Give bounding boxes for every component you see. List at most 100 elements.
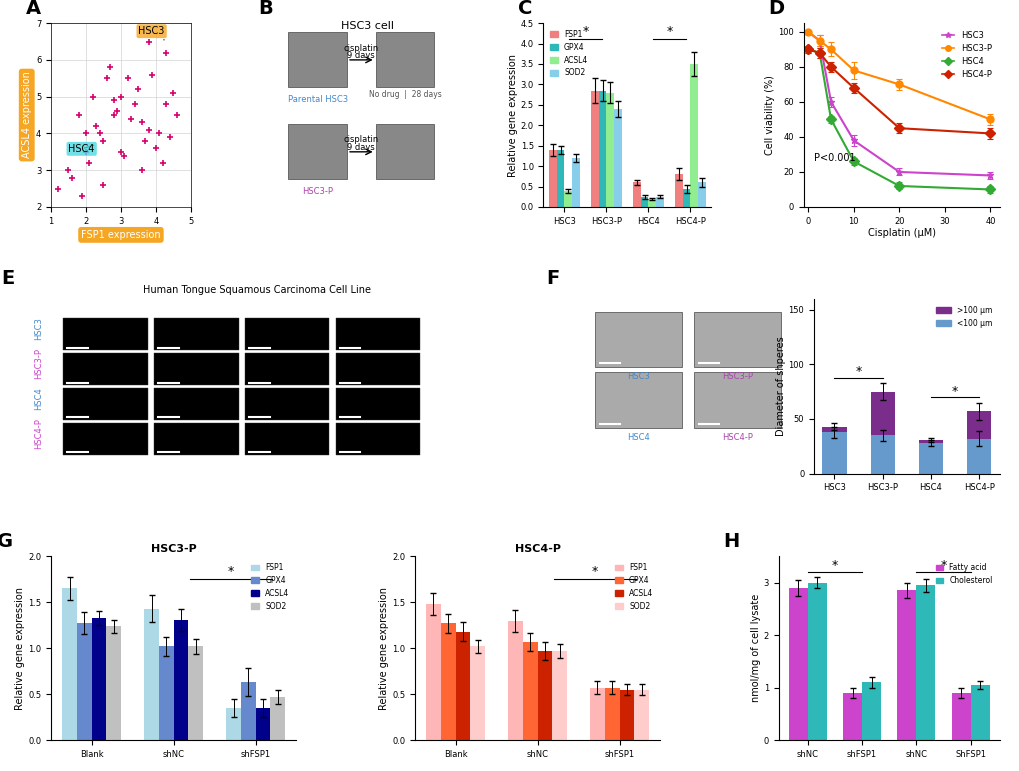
Point — [113, 146, 129, 158]
Bar — [918, 443, 942, 473]
Bar — [62, 588, 76, 740]
Bar — [76, 624, 92, 740]
Point — [102, 61, 118, 73]
Title: HSC3-P: HSC3-P — [151, 544, 197, 554]
Point — [60, 164, 76, 177]
Bar — [606, 93, 613, 207]
Bar — [807, 583, 826, 740]
FancyBboxPatch shape — [154, 318, 238, 350]
Bar — [918, 439, 942, 443]
Point — [74, 190, 91, 202]
Bar — [507, 621, 523, 740]
Point — [162, 131, 178, 143]
Text: HSC3-P: HSC3-P — [721, 372, 752, 382]
Bar — [591, 90, 598, 207]
FancyBboxPatch shape — [694, 372, 781, 428]
FancyBboxPatch shape — [154, 353, 238, 386]
Point — [144, 69, 160, 81]
Bar — [788, 588, 807, 740]
Text: E: E — [1, 269, 14, 288]
Bar — [551, 651, 567, 740]
Text: ACSL4: ACSL4 — [182, 305, 210, 315]
Point — [165, 87, 181, 99]
Bar — [915, 585, 934, 740]
FancyBboxPatch shape — [154, 388, 238, 420]
FancyBboxPatch shape — [375, 32, 434, 87]
Bar — [951, 693, 970, 740]
Text: cisplatin: cisplatin — [343, 136, 379, 144]
Text: *: * — [591, 564, 597, 577]
Bar — [604, 688, 619, 740]
Bar — [523, 641, 537, 740]
FancyBboxPatch shape — [245, 388, 329, 420]
Text: *: * — [227, 564, 234, 577]
Y-axis label: nmol/mg of cell lysate: nmol/mg of cell lysate — [750, 594, 760, 702]
Text: cisplatin: cisplatin — [343, 43, 379, 52]
Point — [106, 94, 122, 106]
Bar — [426, 604, 440, 740]
Text: No drug  |  28 days: No drug | 28 days — [368, 89, 441, 99]
Legend: FSP1, GPX4, ACSL4, SOD2: FSP1, GPX4, ACSL4, SOD2 — [611, 560, 656, 614]
Legend: FSP1, GPX4, ACSL4, SOD2: FSP1, GPX4, ACSL4, SOD2 — [547, 27, 591, 80]
Y-axis label: Relative gene expression: Relative gene expression — [15, 587, 25, 710]
Bar — [870, 392, 894, 436]
Point — [109, 105, 125, 117]
FancyBboxPatch shape — [245, 423, 329, 455]
X-axis label: FSP1 expression: FSP1 expression — [82, 230, 161, 240]
Point — [99, 72, 115, 85]
FancyBboxPatch shape — [288, 32, 346, 87]
Point — [133, 164, 150, 177]
Text: *: * — [940, 560, 946, 572]
Bar — [549, 150, 556, 207]
Text: 9 days: 9 days — [347, 143, 375, 152]
Bar — [564, 190, 572, 207]
Point — [141, 35, 157, 48]
Bar — [92, 618, 106, 740]
Bar — [106, 626, 121, 740]
Text: HSC3-P: HSC3-P — [34, 348, 43, 379]
Bar — [256, 708, 270, 740]
Bar — [159, 646, 173, 740]
Text: HSC4-P: HSC4-P — [721, 433, 752, 442]
Point — [92, 127, 108, 140]
FancyBboxPatch shape — [694, 311, 781, 367]
Title: HSC4-P: HSC4-P — [514, 544, 560, 554]
Text: A: A — [25, 0, 41, 18]
Bar — [634, 689, 648, 740]
Bar — [697, 183, 705, 207]
Legend: HSC3, HSC3-P, HSC4, HSC4-P: HSC3, HSC3-P, HSC4, HSC4-P — [937, 27, 995, 82]
Text: HSC3: HSC3 — [139, 26, 165, 40]
FancyBboxPatch shape — [595, 372, 682, 428]
Point — [138, 135, 154, 147]
Text: HSC3: HSC3 — [627, 372, 649, 382]
Text: C: C — [518, 0, 532, 18]
Text: HSC4: HSC4 — [68, 144, 95, 154]
Point — [151, 127, 167, 140]
Point — [133, 116, 150, 129]
Bar — [648, 199, 655, 207]
Bar — [189, 646, 203, 740]
FancyBboxPatch shape — [63, 353, 148, 386]
Bar — [675, 174, 682, 207]
Bar — [455, 631, 470, 740]
Text: B: B — [258, 0, 272, 18]
Bar — [690, 64, 697, 207]
Point — [158, 46, 174, 59]
X-axis label: Cisplatin (μM): Cisplatin (μM) — [867, 228, 934, 238]
Point — [77, 146, 94, 158]
Text: F: F — [545, 269, 558, 288]
Bar — [613, 109, 621, 207]
Point — [123, 113, 140, 125]
Bar — [970, 685, 988, 740]
Bar — [173, 620, 189, 740]
Bar — [821, 426, 846, 432]
Text: Parental HSC3: Parental HSC3 — [287, 95, 347, 104]
Point — [82, 157, 98, 169]
Point — [126, 98, 143, 110]
Text: HSC3-P: HSC3-P — [302, 187, 333, 196]
Text: HSC4: HSC4 — [627, 433, 649, 442]
Point — [158, 98, 174, 110]
Y-axis label: Cell viability (%): Cell viability (%) — [764, 75, 774, 155]
Text: G: G — [0, 532, 13, 551]
Point — [77, 127, 94, 140]
